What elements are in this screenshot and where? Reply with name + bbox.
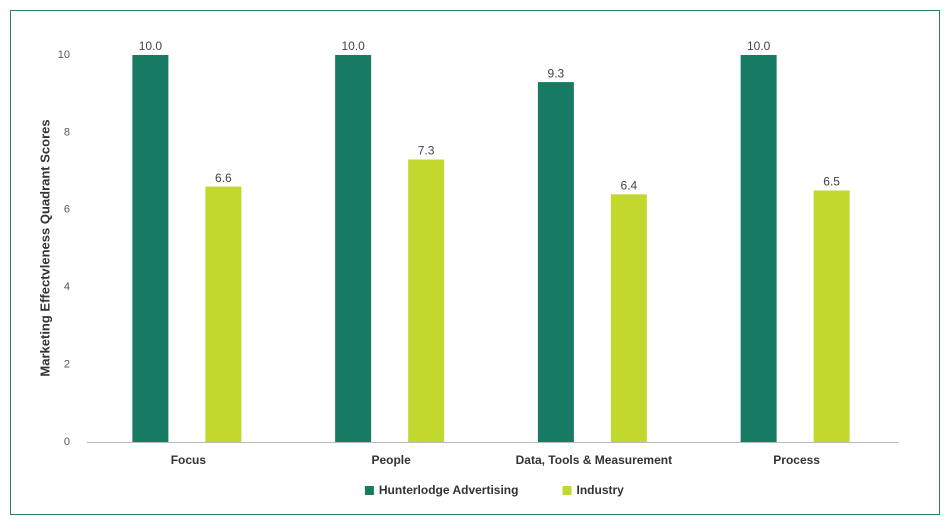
bar bbox=[408, 159, 445, 443]
y-tick-label: 0 bbox=[64, 436, 70, 448]
y-tick-label: 4 bbox=[64, 281, 70, 293]
value-label: 7.3 bbox=[418, 144, 435, 158]
bar bbox=[335, 55, 372, 442]
x-tick-label: Process bbox=[773, 453, 820, 467]
bar bbox=[610, 194, 647, 442]
x-tick-label: Data, Tools & Measurement bbox=[516, 453, 672, 467]
x-tick-label: Focus bbox=[171, 453, 207, 467]
bar bbox=[132, 55, 169, 442]
legend-label: Hunterlodge Advertising bbox=[379, 483, 519, 497]
y-tick-label: 6 bbox=[64, 204, 70, 216]
value-label: 9.3 bbox=[548, 66, 565, 80]
bar bbox=[813, 190, 850, 442]
value-label: 10.0 bbox=[747, 39, 771, 53]
legend-swatch bbox=[562, 486, 572, 495]
value-label: 10.0 bbox=[341, 39, 365, 53]
y-tick-label: 10 bbox=[58, 49, 70, 61]
value-label: 6.4 bbox=[621, 178, 638, 192]
value-label: 6.5 bbox=[823, 175, 840, 189]
y-tick-label: 8 bbox=[64, 126, 70, 138]
legend-label: Industry bbox=[577, 483, 625, 497]
bar bbox=[740, 55, 777, 442]
bar bbox=[537, 82, 574, 442]
y-axis-title: Marketing Effectvleness Quadrant Scores bbox=[37, 119, 52, 376]
y-tick-label: 2 bbox=[64, 359, 70, 371]
value-label: 6.6 bbox=[215, 171, 232, 185]
legend-swatch bbox=[364, 486, 374, 495]
bar bbox=[205, 186, 242, 442]
x-tick-label: People bbox=[371, 453, 411, 467]
value-label: 10.0 bbox=[139, 39, 163, 53]
